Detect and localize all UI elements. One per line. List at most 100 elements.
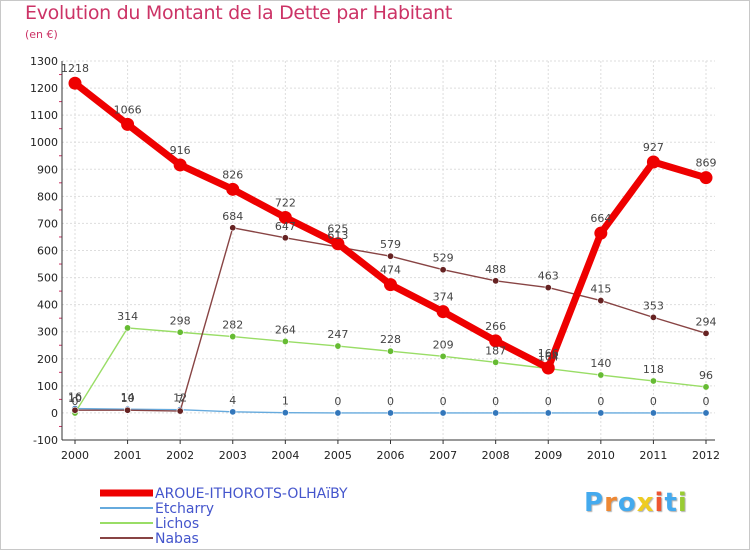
data-label: 916 — [170, 144, 191, 157]
data-point — [492, 409, 500, 417]
grid — [62, 60, 715, 441]
y-tick-label: 100 — [37, 380, 58, 393]
data-point — [229, 408, 237, 416]
data-point — [436, 305, 450, 319]
y-tick-label: 1100 — [30, 109, 58, 122]
data-point — [278, 210, 292, 224]
series-layer — [68, 76, 713, 417]
data-label: 722 — [275, 196, 296, 209]
unit-label: (en €) — [25, 28, 58, 41]
data-label: 664 — [590, 212, 611, 225]
data-label: 247 — [327, 328, 348, 341]
data-point — [121, 117, 135, 131]
y-tick-label: 300 — [37, 326, 58, 339]
data-point — [439, 409, 447, 417]
data-label: 0 — [440, 395, 447, 408]
data-label: 0 — [72, 395, 79, 408]
data-label: 14 — [121, 391, 135, 404]
data-label: 314 — [117, 310, 138, 323]
data-point — [646, 155, 660, 169]
data-point — [597, 409, 605, 417]
proxiti-logo: Proxiti — [584, 488, 688, 518]
data-label: 294 — [696, 315, 717, 328]
data-label: 140 — [590, 357, 611, 370]
data-label: 118 — [643, 363, 664, 376]
x-tick-label: 2008 — [482, 449, 510, 462]
data-point — [439, 266, 447, 274]
data-label: 869 — [696, 157, 717, 170]
x-tick-label: 2005 — [324, 449, 352, 462]
data-label: 579 — [380, 238, 401, 251]
data-point — [281, 409, 289, 417]
y-tick-label: 700 — [37, 217, 58, 230]
data-label: 209 — [433, 338, 454, 351]
data-point — [541, 361, 555, 375]
data-label: 647 — [275, 220, 296, 233]
x-tick-label: 2007 — [429, 449, 457, 462]
data-label: 474 — [380, 264, 401, 277]
y-tick-label: 0 — [51, 407, 58, 420]
logo-letter: i — [654, 488, 665, 518]
data-label: 927 — [643, 141, 664, 154]
data-point — [226, 182, 240, 196]
data-label: 613 — [327, 229, 348, 242]
data-point — [594, 226, 608, 240]
data-label: 282 — [222, 319, 243, 332]
data-label: 16 — [68, 391, 82, 404]
data-label: 4 — [229, 394, 236, 407]
data-label: 488 — [485, 263, 506, 276]
data-point — [699, 171, 713, 185]
data-label: 625 — [327, 223, 348, 236]
data-point — [597, 371, 605, 379]
data-label: 1 — [282, 395, 289, 408]
data-point — [229, 224, 237, 232]
data-label: 0 — [334, 395, 341, 408]
data-label: 1066 — [114, 103, 142, 116]
data-point — [124, 324, 132, 332]
data-point — [334, 409, 342, 417]
data-point — [597, 297, 605, 305]
data-point — [384, 278, 397, 292]
data-label: 0 — [650, 395, 657, 408]
y-tick-label: 600 — [37, 245, 58, 258]
legend-label-1: Etcharry — [155, 501, 214, 517]
data-point — [281, 234, 289, 242]
data-label: 0 — [597, 395, 604, 408]
logo-letter: t — [664, 488, 678, 518]
x-tick-label: 2004 — [271, 449, 299, 462]
data-point — [176, 407, 184, 415]
legend-label-2: Lichos — [155, 516, 199, 532]
y-tick-label: 900 — [37, 163, 58, 176]
data-point — [649, 409, 657, 417]
data-point — [649, 377, 657, 385]
data-point — [439, 352, 447, 360]
x-tick-label: 2011 — [639, 449, 667, 462]
x-tick-label: 2002 — [166, 449, 194, 462]
data-point — [386, 252, 394, 260]
data-point — [702, 329, 710, 337]
data-point — [386, 347, 394, 355]
data-point — [281, 337, 289, 345]
data-point — [702, 383, 710, 391]
x-tick-label: 2006 — [377, 449, 405, 462]
logo-letter: x — [636, 488, 655, 518]
data-label: 415 — [590, 283, 611, 296]
data-point — [124, 406, 132, 414]
data-label: 166 — [538, 347, 559, 360]
data-point — [386, 409, 394, 417]
logo-letter: o — [617, 488, 637, 518]
x-tick-label: 2003 — [219, 449, 247, 462]
y-tick-label: -100 — [33, 434, 58, 447]
data-label: 187 — [485, 344, 506, 357]
data-point — [492, 358, 500, 366]
data-label: 353 — [643, 299, 664, 312]
data-point — [492, 277, 500, 285]
logo-letter: P — [584, 488, 605, 518]
data-point — [544, 409, 552, 417]
data-point — [649, 313, 657, 321]
y-tick-label: 200 — [37, 353, 58, 366]
data-label: 264 — [275, 323, 296, 336]
data-label: 10 — [68, 392, 82, 405]
